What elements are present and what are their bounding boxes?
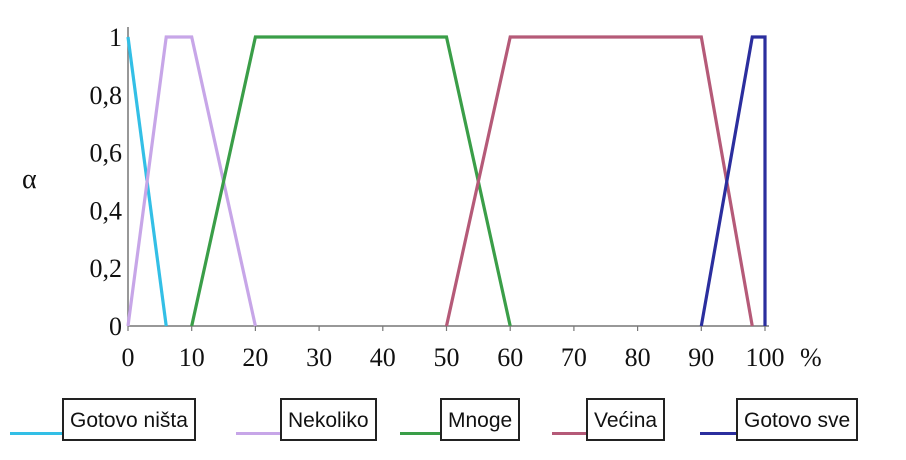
y-tick-label: 0,4 — [90, 196, 123, 225]
legend-label-1: Gotovo ništa — [62, 398, 196, 441]
legend-label-3: Mnoge — [440, 398, 521, 441]
axes — [127, 27, 769, 331]
tick-labels: 0 10 20 30 40 50 60 70 80 90 100 0 0,2 0,4 0,6 0,8 1 — [90, 23, 785, 372]
legend-label-4: Većina — [586, 398, 666, 441]
legend-swatch-1 — [10, 432, 66, 435]
y-tick-label: 1 — [109, 23, 122, 52]
series-line-5 — [699, 35, 767, 327]
x-tick-label: 40 — [370, 343, 396, 372]
x-tick-label: 20 — [242, 343, 268, 372]
series-line-3 — [190, 35, 512, 327]
x-tick-label: 100 — [746, 343, 785, 372]
legend-swatch-3 — [400, 432, 444, 435]
y-tick-label: 0,8 — [90, 81, 123, 110]
legend-swatch-2 — [236, 432, 284, 435]
legend-label-2: Nekoliko — [280, 398, 377, 441]
x-tick-label: 50 — [434, 343, 460, 372]
series-group — [126, 35, 767, 327]
series-line-2 — [126, 35, 257, 327]
legend-swatch-5 — [700, 432, 738, 435]
y-axis-label: α — [22, 164, 37, 195]
y-tick-label: 0 — [109, 312, 122, 341]
x-tick-label: 30 — [306, 343, 332, 372]
y-tick-label: 0,2 — [90, 254, 123, 283]
x-tick-label: 80 — [625, 343, 651, 372]
x-axis-unit: % — [800, 343, 822, 372]
x-tick-label: 10 — [179, 343, 205, 372]
y-tick-label: 0,6 — [90, 139, 123, 168]
series-line-4 — [444, 35, 754, 327]
legend-swatch-4 — [552, 432, 588, 435]
x-tick-label: 70 — [561, 343, 587, 372]
legend-label-5: Gotovo sve — [736, 398, 859, 441]
membership-chart: 0 10 20 30 40 50 60 70 80 90 100 0 0,2 0,4 0,6 0,8 1 α % — [22, 23, 822, 372]
x-tick-label: 60 — [497, 343, 523, 372]
legend: Gotovo ništa Nekoliko Mnoge Većina Gotovo sv… — [0, 398, 906, 460]
x-tick-label: 90 — [688, 343, 714, 372]
x-tick-label: 0 — [122, 343, 135, 372]
